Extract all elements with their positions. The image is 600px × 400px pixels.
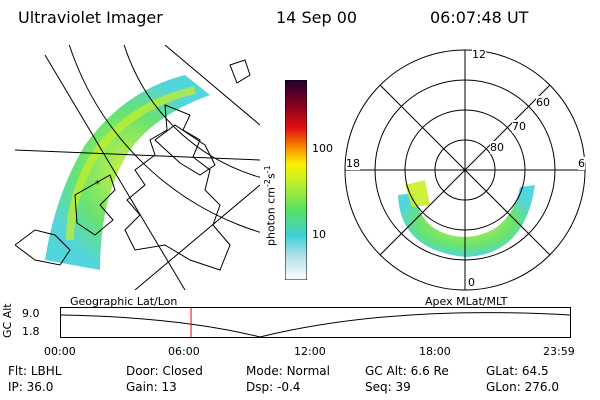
mlt-label-0: 0 <box>468 276 475 289</box>
info-dsp: Dsp: -0.4 <box>246 380 301 394</box>
geographic-label: Geographic Lat/Lon <box>70 295 178 308</box>
time-label: 06:07:48 UT <box>430 8 529 27</box>
mlt-label-18: 18 <box>346 157 360 170</box>
colorbar-tick-10: 10 <box>312 228 326 241</box>
timeline-x-tick-1200: 12:00 <box>294 345 326 358</box>
apex-label: Apex MLat/MLT <box>425 295 508 308</box>
mlt-label-12: 12 <box>472 48 486 61</box>
mlat-label-80: 80 <box>490 141 504 154</box>
colorbar <box>285 80 307 280</box>
info-ip: IP: 36.0 <box>8 380 54 394</box>
colorbar-tick-100: 100 <box>312 142 333 155</box>
geographic-map: * <box>15 45 260 290</box>
timeline-y-tick-bottom: 1.8 <box>22 325 40 338</box>
polar-axis-diag2 <box>379 84 551 256</box>
coastline-islands <box>154 124 216 176</box>
info-seq: Seq: 39 <box>365 380 411 394</box>
timeline-plot <box>60 307 571 338</box>
polar-plot <box>344 49 586 291</box>
info-glon: GLon: 276.0 <box>486 380 559 394</box>
lon-line <box>44 54 186 290</box>
timeline-x-tick-1800: 18:00 <box>419 345 451 358</box>
coastline-canada <box>124 104 231 271</box>
aurora-oval <box>45 75 210 270</box>
info-gc-alt: GC Alt: 6.6 Re <box>365 364 449 378</box>
altitude-curve <box>60 312 571 338</box>
info-glat: GLat: 64.5 <box>486 364 549 378</box>
mlat-label-70: 70 <box>512 120 526 133</box>
lon-line <box>134 184 260 290</box>
timeline-x-tick-2359: 23:59 <box>543 345 575 358</box>
info-gain: Gain: 13 <box>126 380 177 394</box>
instrument-title: Ultraviolet Imager <box>18 8 163 27</box>
site-marker: * <box>95 179 100 190</box>
coastline-greenland <box>229 59 251 84</box>
timeline-y-axis-label: GC Alt <box>1 303 14 338</box>
coastline-alaska <box>74 174 116 236</box>
date-label: 14 Sep 00 <box>276 8 358 27</box>
lon-line <box>164 45 260 126</box>
info-mode: Mode: Normal <box>246 364 330 378</box>
mlt-label-6: 6 <box>578 157 585 170</box>
info-door: Door: Closed <box>126 364 203 378</box>
timeline-y-tick-top: 9.0 <box>22 307 40 320</box>
timeline-x-tick-0600: 06:00 <box>168 345 200 358</box>
coastline-siberia <box>15 229 71 266</box>
lon-line <box>15 149 260 161</box>
aurora-oval-polar <box>398 185 535 257</box>
info-flt: Flt: LBHL <box>8 364 62 378</box>
colorbar-unit-label: photon cm-2s-1 <box>263 165 278 246</box>
timeline-x-tick-0000: 00:00 <box>44 345 76 358</box>
mlat-label-60: 60 <box>536 96 550 109</box>
